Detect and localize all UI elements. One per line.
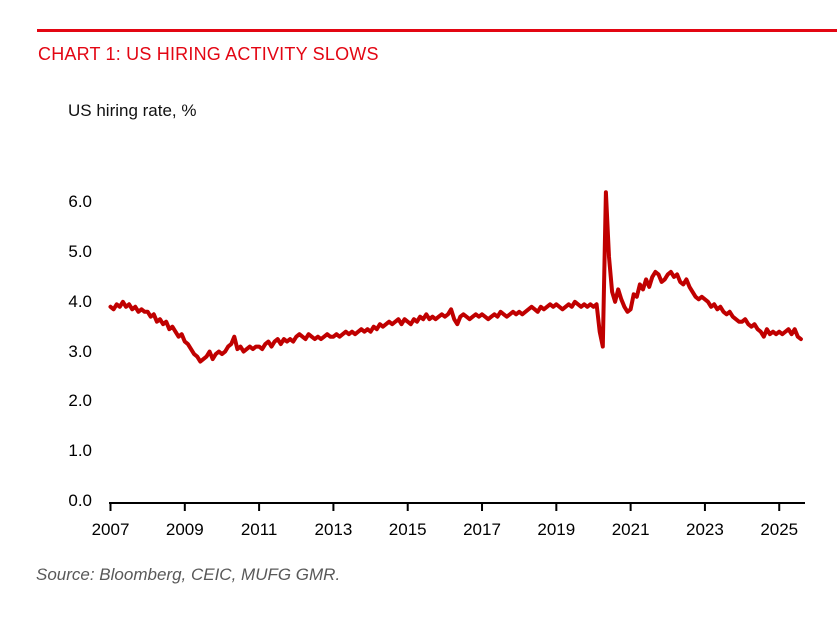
- y-tick-label-2.0: 2.0: [68, 391, 92, 411]
- x-tick-label-2015: 2015: [388, 520, 427, 539]
- y-tick-label-1.0: 1.0: [68, 441, 92, 461]
- x-tick-label-2007: 2007: [91, 520, 130, 539]
- x-axis-ticks: [109, 503, 781, 511]
- x-tick-label-2011: 2011: [240, 520, 278, 539]
- x-tick-label-2023: 2023: [686, 520, 724, 539]
- x-tick-label-2019: 2019: [537, 520, 576, 539]
- header-rule: [37, 29, 837, 32]
- y-tick-label-0.0: 0.0: [68, 491, 92, 510]
- y-tick-label-6.0: 6.0: [68, 192, 92, 212]
- x-tick-label-2025: 2025: [760, 520, 799, 539]
- hiring-rate-line: [108, 190, 803, 364]
- chart-subtitle: US hiring rate, %: [68, 101, 197, 120]
- y-tick-label-5.0: 5.0: [68, 242, 92, 261]
- x-tick-label-2017: 2017: [463, 520, 501, 539]
- y-tick-label-3.0: 3.0: [68, 341, 92, 361]
- x-tick-label-2013: 2013: [314, 520, 353, 539]
- x-tick-label-2021: 2021: [611, 520, 650, 539]
- source-note: Source: Bloomberg, CEIC, MUFG GMR.: [36, 565, 341, 584]
- y-tick-label-4.0: 4.0: [68, 291, 92, 311]
- chart-title: CHART 1: US HIRING ACTIVITY SLOWS: [38, 44, 379, 64]
- x-tick-label-2009: 2009: [165, 520, 204, 539]
